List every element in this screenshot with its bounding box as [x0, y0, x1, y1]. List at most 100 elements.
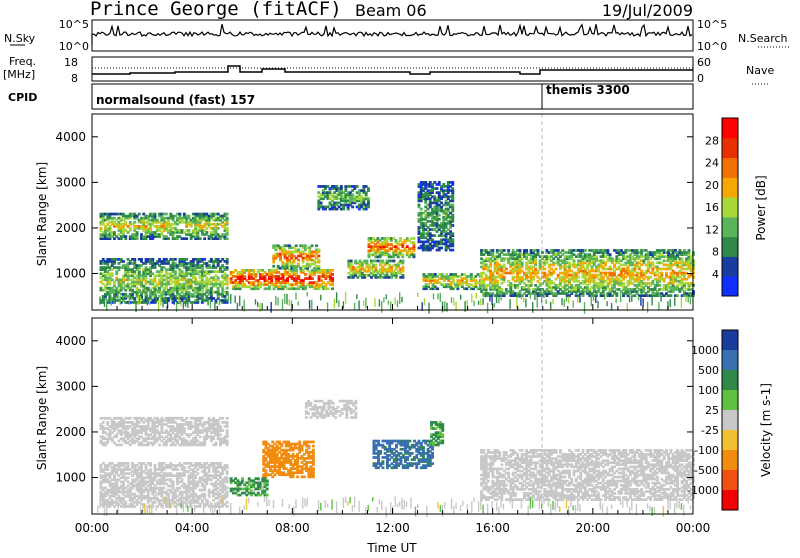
power-cell: [160, 297, 161, 306]
power-cell: [203, 258, 206, 261]
power-cell: [165, 296, 166, 304]
power-cell: [451, 224, 454, 227]
velocity-cell: [185, 417, 188, 420]
power-cell: [277, 297, 278, 305]
power-cell: [147, 295, 148, 306]
power-cell: [413, 241, 416, 244]
power-cell: [521, 262, 524, 265]
power-colorbar-tick: 16: [705, 201, 719, 214]
power-cell: [519, 249, 522, 252]
power-colorbar-tick: 8: [712, 246, 719, 259]
velocity-cell: [226, 440, 229, 443]
power-cell: [356, 294, 357, 299]
power-cell: [440, 293, 441, 302]
power-cell: [358, 300, 359, 310]
power-cell: [561, 298, 562, 305]
power-cell: [482, 298, 483, 305]
cpid-panel: CPID normalsound (fast) 157 themis 3300: [8, 83, 693, 109]
power-cell: [568, 297, 569, 304]
power-cell: [174, 270, 177, 273]
power-cell: [413, 237, 416, 240]
power-cell: [476, 293, 477, 299]
power-cell: [399, 237, 402, 240]
power-cell: [503, 249, 506, 252]
power-cell: [205, 231, 208, 234]
power-cell: [340, 185, 343, 188]
power-colorbar-swatch: [722, 138, 738, 158]
velocity-cell: [106, 421, 109, 424]
power-cell: [133, 221, 136, 224]
velocity-cell: [190, 421, 193, 424]
power-cell: [503, 276, 506, 279]
power-cell: [688, 249, 691, 252]
power-cell: [298, 301, 299, 305]
power-cell: [129, 227, 132, 230]
power-cell: [550, 302, 551, 309]
power-cell: [393, 260, 396, 263]
freq-label: Freq.: [9, 55, 36, 68]
power-cell: [386, 294, 387, 299]
power-cell: [124, 221, 127, 224]
power-cell: [228, 295, 229, 301]
power-cell: [162, 298, 163, 307]
power-cell: [496, 280, 499, 283]
power-cell: [129, 295, 130, 305]
power-cell: [640, 297, 641, 306]
power-cell: [433, 293, 434, 299]
power-cell: [642, 298, 643, 306]
power-cell: [485, 292, 486, 297]
power-cell: [226, 213, 229, 216]
power-cell: [584, 302, 585, 314]
power-cell: [546, 300, 547, 305]
cpid-segment-1: normalsound (fast) 157: [96, 93, 255, 107]
power-cell: [670, 299, 671, 307]
power-cell: [428, 303, 429, 314]
power-cell: [622, 282, 625, 285]
power-cell: [573, 301, 574, 308]
power-cell: [297, 275, 300, 278]
velocity-cell: [102, 421, 105, 424]
y-tick-label: 2000: [55, 221, 86, 235]
velocity-cell: [221, 429, 224, 432]
power-cell: [138, 213, 141, 216]
power-colorbar-swatch: [722, 158, 738, 178]
power-cell: [331, 287, 334, 290]
power-cell: [187, 229, 190, 232]
power-cell: [210, 299, 211, 308]
power-cell: [451, 249, 454, 252]
power-cell: [309, 300, 310, 309]
power-cell: [295, 293, 296, 300]
power-cell: [681, 257, 684, 260]
velocity-cell: [215, 442, 218, 445]
freq-tick-bottom: 8: [71, 72, 78, 85]
velocity-cell: [199, 435, 202, 438]
power-cell: [379, 299, 380, 306]
power-cell: [345, 292, 346, 304]
power-cell: [226, 237, 229, 240]
power-cell: [555, 268, 558, 271]
power-cell: [577, 297, 578, 303]
power-cell: [350, 260, 353, 263]
freq-tick-top: 18: [64, 56, 78, 69]
power-cell: [611, 303, 612, 310]
power-cell: [521, 294, 522, 300]
velocity-cell: [129, 417, 132, 420]
power-cell: [595, 255, 598, 258]
power-cell: [690, 293, 691, 305]
velocity-cell: [226, 421, 229, 424]
nave-tick-top: 60: [697, 56, 711, 69]
beam-label: Beam 06: [355, 1, 427, 20]
power-cell: [566, 297, 567, 302]
power-cell: [317, 255, 320, 258]
nsearch-label: N.Search: [738, 32, 788, 45]
power-cell: [178, 296, 179, 303]
power-cell: [401, 254, 404, 257]
power-cell: [395, 298, 396, 305]
power-cell: [660, 296, 661, 302]
power-cell: [552, 299, 553, 304]
power-cell: [676, 294, 679, 297]
power-cell: [311, 244, 314, 247]
velocity-cell: [219, 425, 222, 428]
power-cell: [593, 293, 594, 301]
